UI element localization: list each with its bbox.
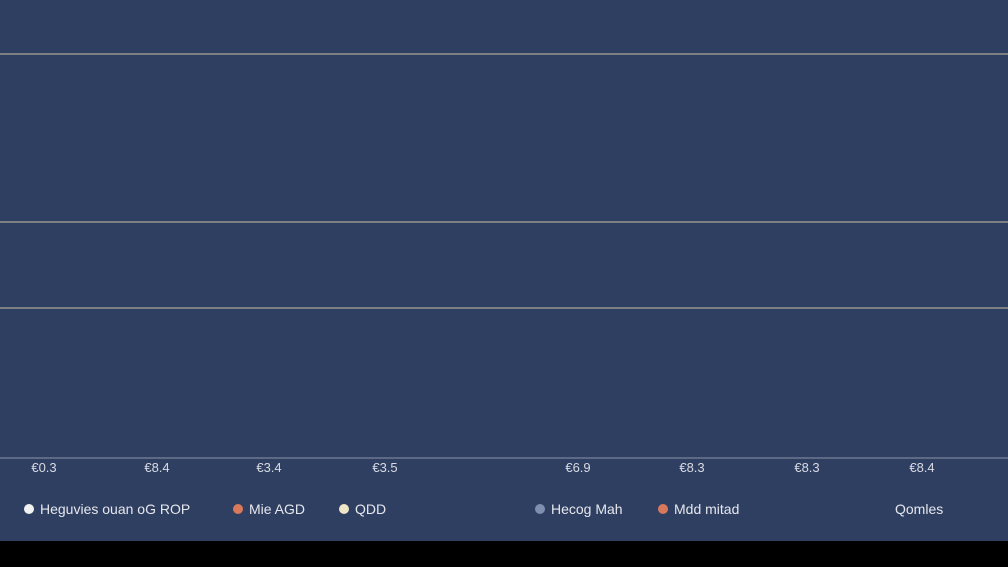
gridlines — [0, 53, 1008, 309]
x-tick-labels: €0.3 €8.4 €3.4 €3.5 €6.9 €8.3 €8.3 €8.4 — [31, 460, 934, 475]
x-tick-label: €8.4 — [909, 460, 934, 475]
x-tick-label: €6.9 — [565, 460, 590, 475]
legend-marker — [24, 504, 34, 514]
x-tick-label: €8.3 — [794, 460, 819, 475]
legend-label: QDD — [355, 501, 386, 517]
legend-extra-label: Qomles — [895, 501, 943, 517]
legend-item: QDD — [339, 501, 386, 517]
legend-item: Mdd mitad — [658, 501, 739, 517]
legend-label: Hecog Mah — [551, 501, 623, 517]
x-tick-label: €3.4 — [256, 460, 281, 475]
chart-panel: €0.3 €8.4 €3.4 €3.5 €6.9 €8.3 €8.3 €8.4 Heguvie… — [0, 0, 1008, 541]
legend-marker — [339, 504, 349, 514]
legend-marker — [233, 504, 243, 514]
legend-item: Mie AGD — [233, 501, 305, 517]
legend-label: Mie AGD — [249, 501, 305, 517]
x-tick-label: €3.5 — [372, 460, 397, 475]
legend-marker — [658, 504, 668, 514]
legend-marker — [535, 504, 545, 514]
x-tick-label: €8.3 — [679, 460, 704, 475]
legend-item: Hecog Mah — [535, 501, 623, 517]
chart-svg: €0.3 €8.4 €3.4 €3.5 €6.9 €8.3 €8.3 €8.4 Heguvie… — [0, 53, 1008, 517]
legend-label: Mdd mitad — [674, 501, 739, 517]
legend-item: Heguvies ouan oG ROP — [24, 501, 190, 517]
x-tick-label: €8.4 — [144, 460, 169, 475]
bottom-strip — [0, 541, 1008, 567]
legend-label: Heguvies ouan oG ROP — [40, 501, 190, 517]
x-tick-label: €0.3 — [31, 460, 56, 475]
legend: Heguvies ouan oG ROP Mie AGD QDD Hecog Mah M… — [24, 501, 739, 517]
